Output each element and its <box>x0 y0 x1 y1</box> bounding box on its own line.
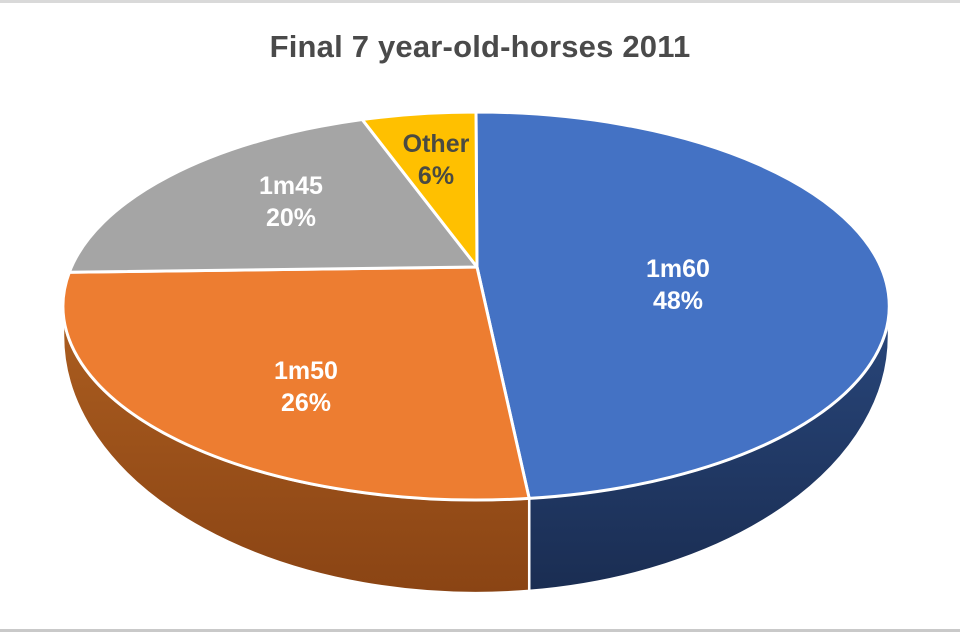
slice-pct-1m50: 26% <box>281 389 331 417</box>
pie-slice-1m50[interactable] <box>61 265 531 502</box>
slice-label-other: Other <box>403 130 470 158</box>
pie-tops-group <box>61 110 891 502</box>
pie-slice-1m60[interactable] <box>474 110 891 500</box>
slice-pct-other: 6% <box>418 162 454 190</box>
slice-pct-1m45: 20% <box>266 204 316 232</box>
pie-slice-other[interactable] <box>360 110 479 269</box>
pie-labels-group: 1m60 48% 1m50 26% 1m45 20% Other 6% <box>259 130 710 417</box>
slice-label-1m50: 1m50 <box>274 357 338 385</box>
slice-label-1m60: 1m60 <box>646 255 710 283</box>
slice-pct-1m60: 48% <box>653 287 703 315</box>
slice-label-1m45: 1m45 <box>259 172 323 200</box>
chart-border-top <box>0 0 960 3</box>
pie-slice-1m45[interactable] <box>67 118 479 274</box>
chart-title: Final 7 year-old-horses 2011 <box>269 29 691 64</box>
chart-border-bottom <box>0 629 960 632</box>
